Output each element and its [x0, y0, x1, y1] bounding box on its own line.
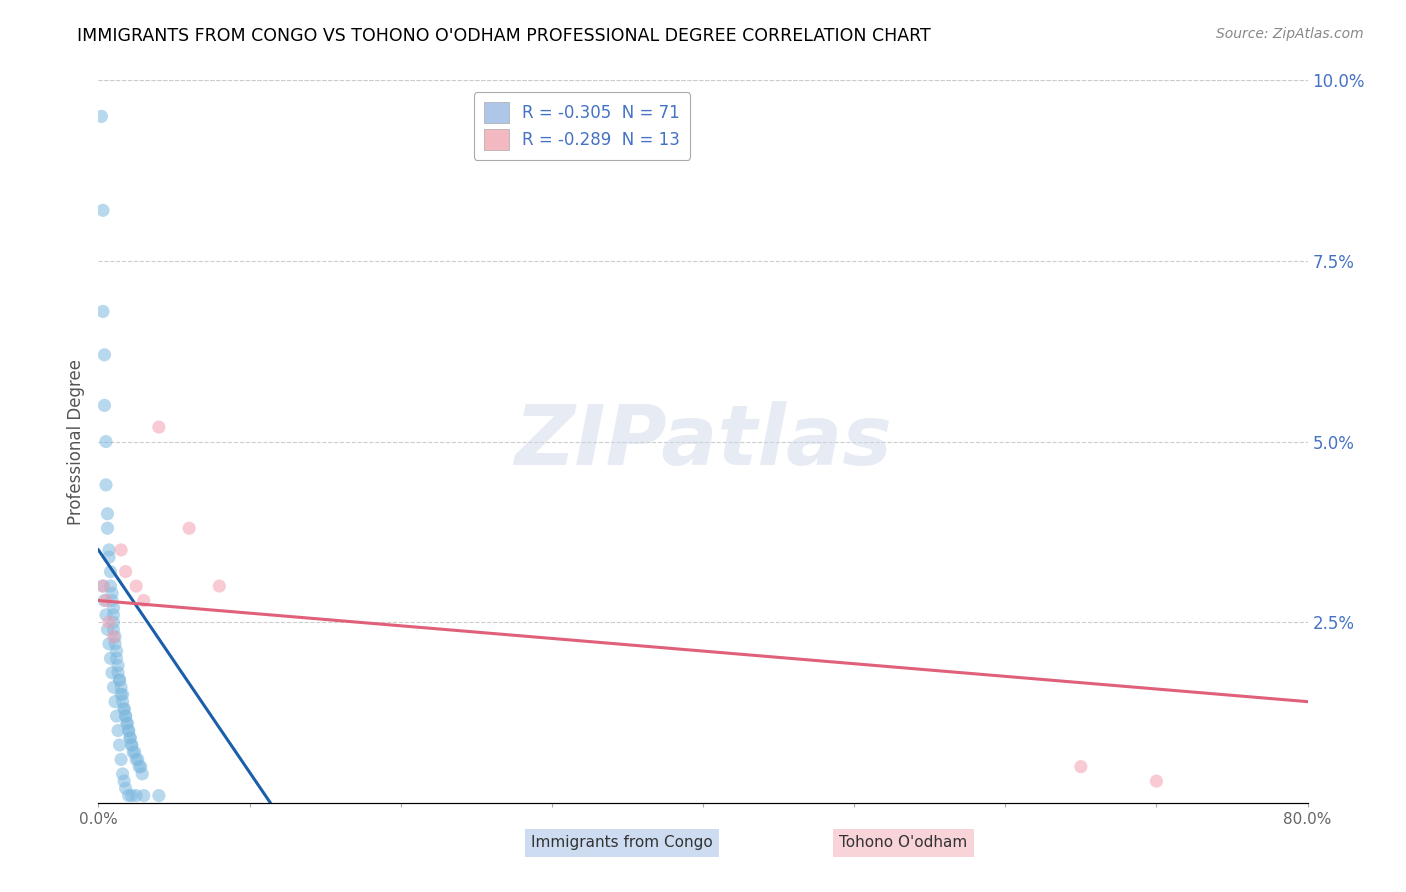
Point: [112, 702, 135, 716]
Point: [131, 767, 153, 781]
Point: [98, 550, 121, 565]
Point: [94, 593, 117, 607]
Point: [124, 745, 146, 759]
Point: [179, 521, 201, 535]
Point: [103, 615, 125, 630]
Point: [96, 521, 118, 535]
Point: [94, 478, 117, 492]
Point: [103, 600, 125, 615]
Point: [100, 651, 122, 665]
Point: [118, 789, 141, 803]
Point: [105, 651, 128, 665]
Point: [103, 680, 125, 694]
Point: [110, 752, 132, 766]
Point: [111, 767, 134, 781]
Point: [104, 630, 127, 644]
Point: [103, 630, 125, 644]
Point: [98, 542, 121, 557]
Point: [115, 716, 138, 731]
Point: [120, 731, 142, 745]
Point: [107, 665, 129, 680]
Text: Immigrants from Congo: Immigrants from Congo: [531, 836, 713, 850]
Point: [91, 579, 114, 593]
Text: Tohono O'odham: Tohono O'odham: [839, 836, 967, 850]
Legend: R = -0.305  N = 71, R = -0.289  N = 13: R = -0.305 N = 71, R = -0.289 N = 13: [474, 92, 690, 160]
Point: [98, 615, 121, 630]
Point: [96, 507, 118, 521]
Point: [115, 716, 138, 731]
Point: [112, 702, 135, 716]
Point: [121, 738, 143, 752]
Point: [148, 789, 170, 803]
Point: [105, 644, 128, 658]
Point: [91, 304, 114, 318]
Point: [125, 579, 148, 593]
Point: [129, 760, 152, 774]
Point: [103, 607, 125, 622]
Text: Source: ZipAtlas.com: Source: ZipAtlas.com: [1216, 27, 1364, 41]
Point: [101, 586, 124, 600]
Point: [114, 709, 136, 723]
Point: [105, 709, 128, 723]
Point: [101, 665, 124, 680]
Point: [208, 579, 231, 593]
Point: [94, 434, 117, 449]
Point: [118, 723, 141, 738]
Point: [108, 673, 131, 687]
Y-axis label: Professional Degree: Professional Degree: [66, 359, 84, 524]
Point: [114, 565, 136, 579]
Point: [110, 687, 132, 701]
Point: [100, 565, 122, 579]
Point: [125, 752, 148, 766]
Point: [91, 203, 114, 218]
Point: [121, 738, 143, 752]
Point: [90, 109, 112, 123]
Point: [122, 745, 145, 759]
Point: [114, 781, 136, 796]
Text: IMMIGRANTS FROM CONGO VS TOHONO O'ODHAM PROFESSIONAL DEGREE CORRELATION CHART: IMMIGRANTS FROM CONGO VS TOHONO O'ODHAM …: [77, 27, 931, 45]
Point: [128, 760, 150, 774]
Point: [125, 789, 148, 803]
Point: [1144, 774, 1167, 789]
Point: [101, 593, 124, 607]
Point: [91, 579, 114, 593]
Point: [93, 348, 115, 362]
Point: [104, 695, 127, 709]
Point: [98, 637, 121, 651]
Point: [94, 607, 117, 622]
Point: [93, 398, 115, 412]
Point: [108, 738, 131, 752]
Point: [104, 637, 127, 651]
Point: [118, 723, 141, 738]
Point: [107, 723, 129, 738]
Point: [114, 709, 136, 723]
Point: [112, 774, 135, 789]
Point: [120, 731, 142, 745]
Point: [100, 579, 122, 593]
Point: [148, 420, 170, 434]
Point: [132, 593, 155, 607]
Point: [111, 687, 134, 701]
Point: [1070, 760, 1092, 774]
Point: [127, 752, 149, 766]
Point: [93, 593, 115, 607]
Point: [96, 623, 118, 637]
Point: [108, 673, 131, 687]
Point: [121, 789, 143, 803]
Point: [107, 658, 129, 673]
Point: [110, 680, 132, 694]
Point: [103, 623, 125, 637]
Point: [111, 695, 134, 709]
Text: ZIPatlas: ZIPatlas: [515, 401, 891, 482]
Point: [110, 542, 132, 557]
Point: [132, 789, 155, 803]
